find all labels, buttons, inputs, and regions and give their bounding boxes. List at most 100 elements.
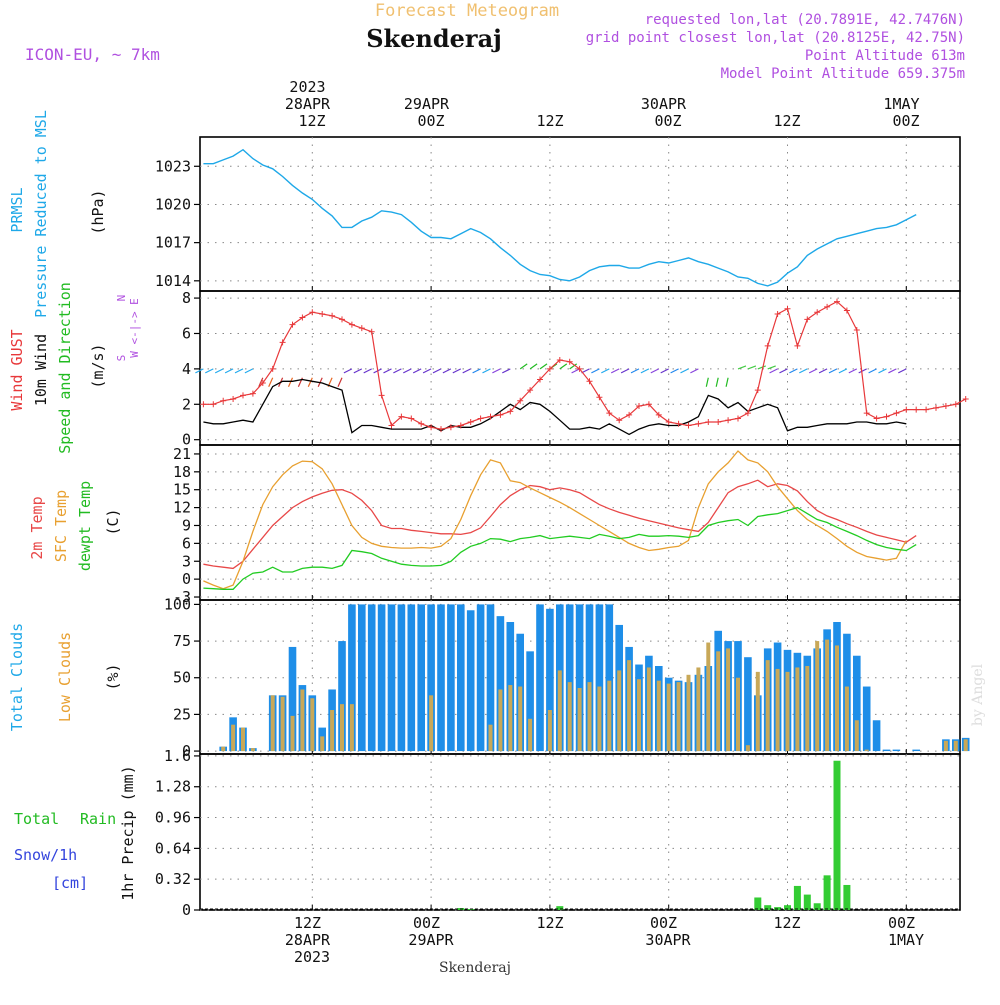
total-cloud-bar: [536, 604, 544, 752]
total-cloud-bar: [447, 604, 455, 752]
wind-gust-marker: [636, 403, 642, 410]
prmsl-line: [203, 148, 917, 287]
wind-direction-arrow: [195, 368, 204, 374]
low-cloud-bar: [567, 682, 572, 752]
low-cloud-bar: [765, 660, 770, 752]
low-cloud-bar: [785, 671, 790, 752]
low-cloud-bar: [310, 698, 315, 752]
wind-direction-arrow: [878, 368, 887, 374]
wind-gust-marker: [329, 312, 336, 319]
low-cloud-bar: [637, 679, 641, 752]
rain-bar: [764, 905, 772, 910]
wind-direction-arrow: [725, 377, 729, 387]
low-cloud-bar: [726, 648, 731, 752]
wind-gust-marker: [744, 410, 751, 417]
wind-panel: 0 2 4 6 8: [182, 289, 969, 449]
wind-direction-arrow: [462, 368, 471, 374]
wind-direction-arrow: [412, 368, 422, 374]
wind-direction-arrow: [569, 363, 578, 370]
low-cloud-bar: [627, 660, 632, 752]
total-cloud-bar: [565, 604, 574, 752]
wind-gust-marker: [388, 422, 395, 429]
top-label-29apr: 29APR 00Z: [404, 95, 458, 130]
cloud-label-total: Total Clouds: [8, 623, 26, 731]
total-cloud-bar: [397, 604, 406, 752]
low-cloud-bar: [557, 670, 562, 752]
low-cloud-bar: [835, 645, 839, 752]
total-cloud-bar: [575, 604, 584, 752]
wind-gust-marker: [418, 420, 425, 427]
pressure-frame: [199, 136, 961, 292]
wind-gust-marker: [626, 411, 633, 418]
wind-direction-arrow: [482, 368, 491, 374]
bottom-label-30apr: 00Z 30APR: [645, 914, 691, 949]
wind-gust-marker: [883, 413, 890, 420]
low-cloud-bar: [290, 715, 295, 752]
low-cloud-bar: [349, 704, 354, 752]
wind-gust-marker: [368, 328, 375, 335]
total-cloud-bar: [457, 604, 465, 752]
cloud-panel-labels: Total Clouds Low Clouds (%): [8, 623, 122, 731]
wind-direction-arrow: [670, 368, 679, 374]
low-cloud-bar: [231, 724, 236, 752]
wind-gust-marker: [309, 309, 316, 316]
low-cloud-bar: [617, 670, 622, 752]
wind-label-dir: Speed and Direction: [56, 282, 74, 454]
precipitation-ytick-label: 0.96: [155, 809, 191, 827]
total-cloud-bar: [427, 604, 435, 752]
total-cloud-bar: [407, 604, 416, 752]
wind-direction-arrow: [337, 377, 343, 387]
low-cloud-bar: [607, 680, 612, 752]
bottom-label-29apr-12z: 12Z: [536, 914, 563, 932]
rain-bar: [556, 906, 564, 910]
temp-sfc-line: [203, 450, 907, 590]
wind-direction-arrow: [234, 368, 244, 374]
wind-direction-arrow: [539, 363, 548, 370]
low-cloud-bar: [775, 668, 780, 752]
wind-direction-arrow: [432, 368, 442, 374]
wind-gust-marker: [487, 413, 494, 420]
precipitation-ytick-label: 0.64: [155, 839, 191, 857]
total-cloud-bar: [862, 686, 871, 752]
total-cloud-bar: [882, 749, 891, 752]
precipitation-ytick-label: 1.6: [164, 747, 191, 765]
wind-label-gust: Wind GUST: [8, 329, 26, 410]
cloud-label-low: Low Clouds: [56, 632, 74, 722]
wind-gust-marker: [853, 326, 860, 333]
low-cloud-bar: [488, 724, 493, 752]
low-cloud-bar: [854, 720, 859, 752]
total-cloud-bar: [486, 604, 495, 752]
low-cloud-bar: [736, 677, 740, 752]
low-cloud-bar: [815, 641, 820, 752]
model-altitude: Model Point Altitude 659.375m: [721, 66, 965, 82]
wind-gust-marker: [586, 378, 593, 385]
wind-ytick-label: 4: [182, 360, 191, 378]
rain-bar: [833, 760, 841, 910]
temperature-ytick-label: 6: [182, 534, 191, 552]
total-cloud-bar: [358, 604, 366, 752]
low-cloud-bar: [508, 685, 513, 752]
temperature-ytick-label: 15: [173, 481, 191, 499]
low-cloud-bar: [587, 682, 592, 752]
wind-gust-marker: [566, 358, 573, 365]
wind-gust-marker: [249, 390, 256, 397]
low-cloud-bar: [597, 686, 602, 752]
wind-gust-marker: [299, 314, 306, 321]
wind-direction-arrow: [640, 368, 650, 374]
total-cloud-bar: [585, 604, 594, 752]
requested-coords: requested lon,lat (20.7891E, 42.7476N): [645, 12, 965, 28]
wind-direction-arrow: [403, 368, 412, 374]
wind-gust-marker: [517, 397, 524, 404]
total-cloud-bar: [367, 604, 376, 752]
clouds-ytick-label: 100: [164, 595, 191, 613]
model-label: ICON-EU, ~ 7km: [25, 45, 160, 64]
wind-gust-marker: [556, 357, 563, 364]
total-cloud-bar: [437, 604, 445, 752]
compass-icon: N W <-|-> E S: [115, 295, 141, 362]
low-cloud-bar: [498, 689, 503, 752]
wind-gust-marker: [933, 404, 939, 411]
low-cloud-bar: [270, 695, 275, 752]
temperature-ytick-label: 12: [173, 499, 191, 517]
pressure-ytick-label: 1017: [155, 234, 191, 252]
